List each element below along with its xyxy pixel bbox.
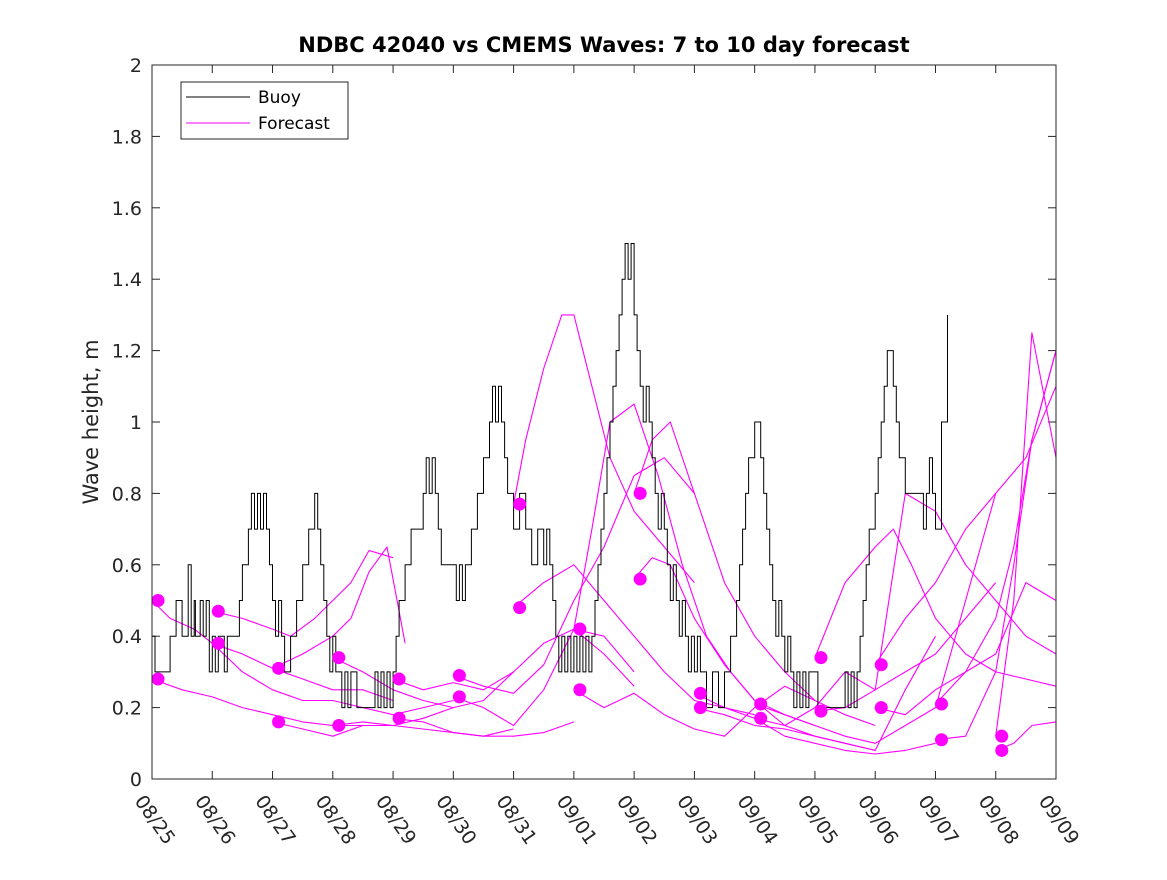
plot-frame [151,64,1057,780]
forecast-marker [211,604,225,618]
forecast-marker [693,701,707,715]
forecast-line-0 [151,678,394,727]
forecast-marker [573,622,587,636]
forecast-marker [151,672,165,686]
legend-label-buoy: Buoy [258,88,301,108]
legend: Buoy Forecast [180,81,349,140]
forecast-marker [513,601,527,615]
forecast-marker [392,672,406,686]
forecast-marker [874,658,888,672]
forecast-marker [814,704,828,718]
forecast-line-5 [272,707,454,737]
forecast-marker [332,651,346,665]
series-layer [151,243,1057,755]
forecast-line-6 [332,657,514,709]
legend-label-forecast: Forecast [258,114,330,134]
y-tick-label: 1 [130,412,142,434]
y-tick-label: 0.2 [112,698,142,720]
forecast-line-3 [211,642,454,716]
y-tick-label: 1.8 [112,126,142,148]
forecast-line-12 [513,314,695,583]
forecast-marker [272,661,286,675]
forecast-marker [332,718,346,732]
forecast-line-13 [513,564,755,716]
y-tick-label: 0.6 [112,555,142,577]
forecast-marker [151,594,165,607]
forecast-line-15 [573,685,816,737]
forecast-marker [272,715,286,729]
chart-title: NDBC 42040 vs CMEMS Waves: 7 to 10 day f… [298,33,909,57]
forecast-marker [995,729,1009,743]
y-tick-label: 0 [130,769,142,791]
forecast-marker [633,572,647,586]
marker-layer [151,486,1009,757]
forecast-line-28 [995,332,1057,737]
y-axis-label: Wave height, m [79,339,103,504]
forecast-line-2 [212,549,394,637]
y-tick-label: 1.2 [112,341,142,363]
forecast-marker [513,497,527,511]
y-tick-label: 0.4 [112,626,142,648]
forecast-marker [995,743,1009,757]
forecast-marker [211,636,225,650]
y-tick-label: 0.8 [112,483,142,505]
forecast-line-11 [453,628,635,727]
forecast-marker [754,697,768,711]
forecast-marker [814,651,828,665]
forecast-marker [874,701,888,715]
plot-area [152,65,1056,779]
forecast-line-27 [935,350,1057,741]
forecast-marker [452,668,466,682]
forecast-line-22 [814,528,1057,687]
forecast-line-20 [754,493,997,744]
forecast-line-8 [392,628,635,691]
forecast-line-24 [874,386,1057,666]
forecast-marker [392,711,406,725]
forecast-marker [452,690,466,704]
y-axis-ticks: 0 0.2 0.4 0.6 0.8 1 1.2 1.4 1.6 1.8 2 [112,55,1056,791]
forecast-marker [934,733,948,747]
forecast-line-19 [694,635,936,751]
forecast-marker [633,486,647,500]
forecast-marker [573,683,587,697]
y-tick-label: 2 [130,55,142,77]
buoy-line [152,243,948,709]
forecast-line-4 [272,546,406,669]
y-tick-label: 1.6 [112,198,142,220]
y-tick-label: 1.4 [112,269,142,291]
legend-box [180,81,349,140]
forecast-line-18 [694,692,936,755]
forecast-marker [693,686,707,700]
forecast-marker [934,697,948,711]
forecast-line-9 [393,717,575,737]
forecast-marker [754,711,768,725]
